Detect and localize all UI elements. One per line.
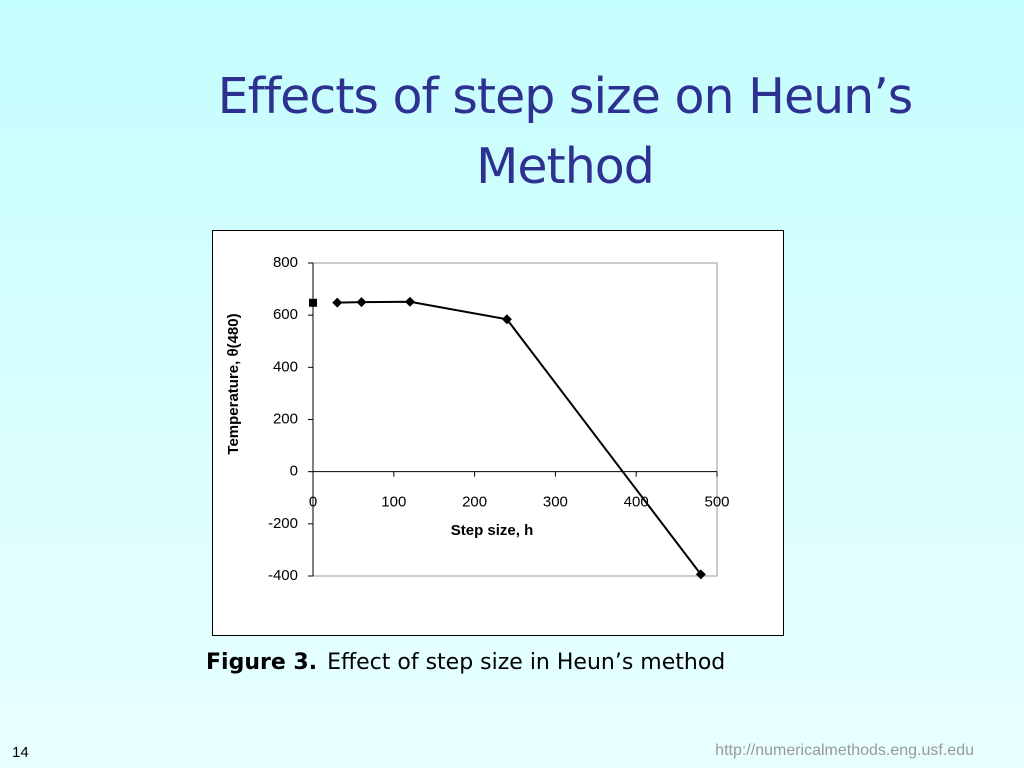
- y-tick-label: 600: [273, 306, 298, 323]
- diamond-marker: [501, 314, 512, 325]
- x-tick-label: 500: [704, 494, 729, 511]
- x-axis-label: Step size, h: [451, 522, 534, 539]
- square-marker: [309, 298, 317, 307]
- diamond-marker: [404, 296, 415, 307]
- y-tick-label: 800: [273, 254, 298, 271]
- y-tick-label: 200: [273, 410, 298, 427]
- caption-label: Figure 3.: [206, 650, 318, 675]
- x-tick-label: 300: [543, 494, 568, 511]
- page-number: 14: [12, 744, 29, 761]
- y-tick-label: -200: [268, 515, 298, 532]
- slide-title: Effects of step size on Heun’s Method: [217, 68, 914, 195]
- footer-url: http://numericalmethods.eng.usf.edu: [715, 742, 974, 759]
- diamond-marker: [332, 297, 343, 308]
- y-tick-label: 0: [290, 463, 298, 480]
- caption-text: Effect of step size in Heun’s method: [327, 650, 726, 675]
- x-tick-label: 100: [381, 494, 406, 511]
- y-tick-label: -400: [268, 567, 298, 584]
- x-tick-label: 0: [309, 494, 317, 511]
- caption: Figure 3. Effect of step size in Heun’s m…: [206, 650, 725, 675]
- diamond-marker: [695, 569, 706, 580]
- x-tick-label: 200: [462, 494, 487, 511]
- chart-frame: [212, 230, 784, 636]
- y-axis-label: Temperature, θ(480): [225, 313, 242, 454]
- diamond-marker: [356, 297, 367, 308]
- y-tick-label: 400: [273, 358, 298, 375]
